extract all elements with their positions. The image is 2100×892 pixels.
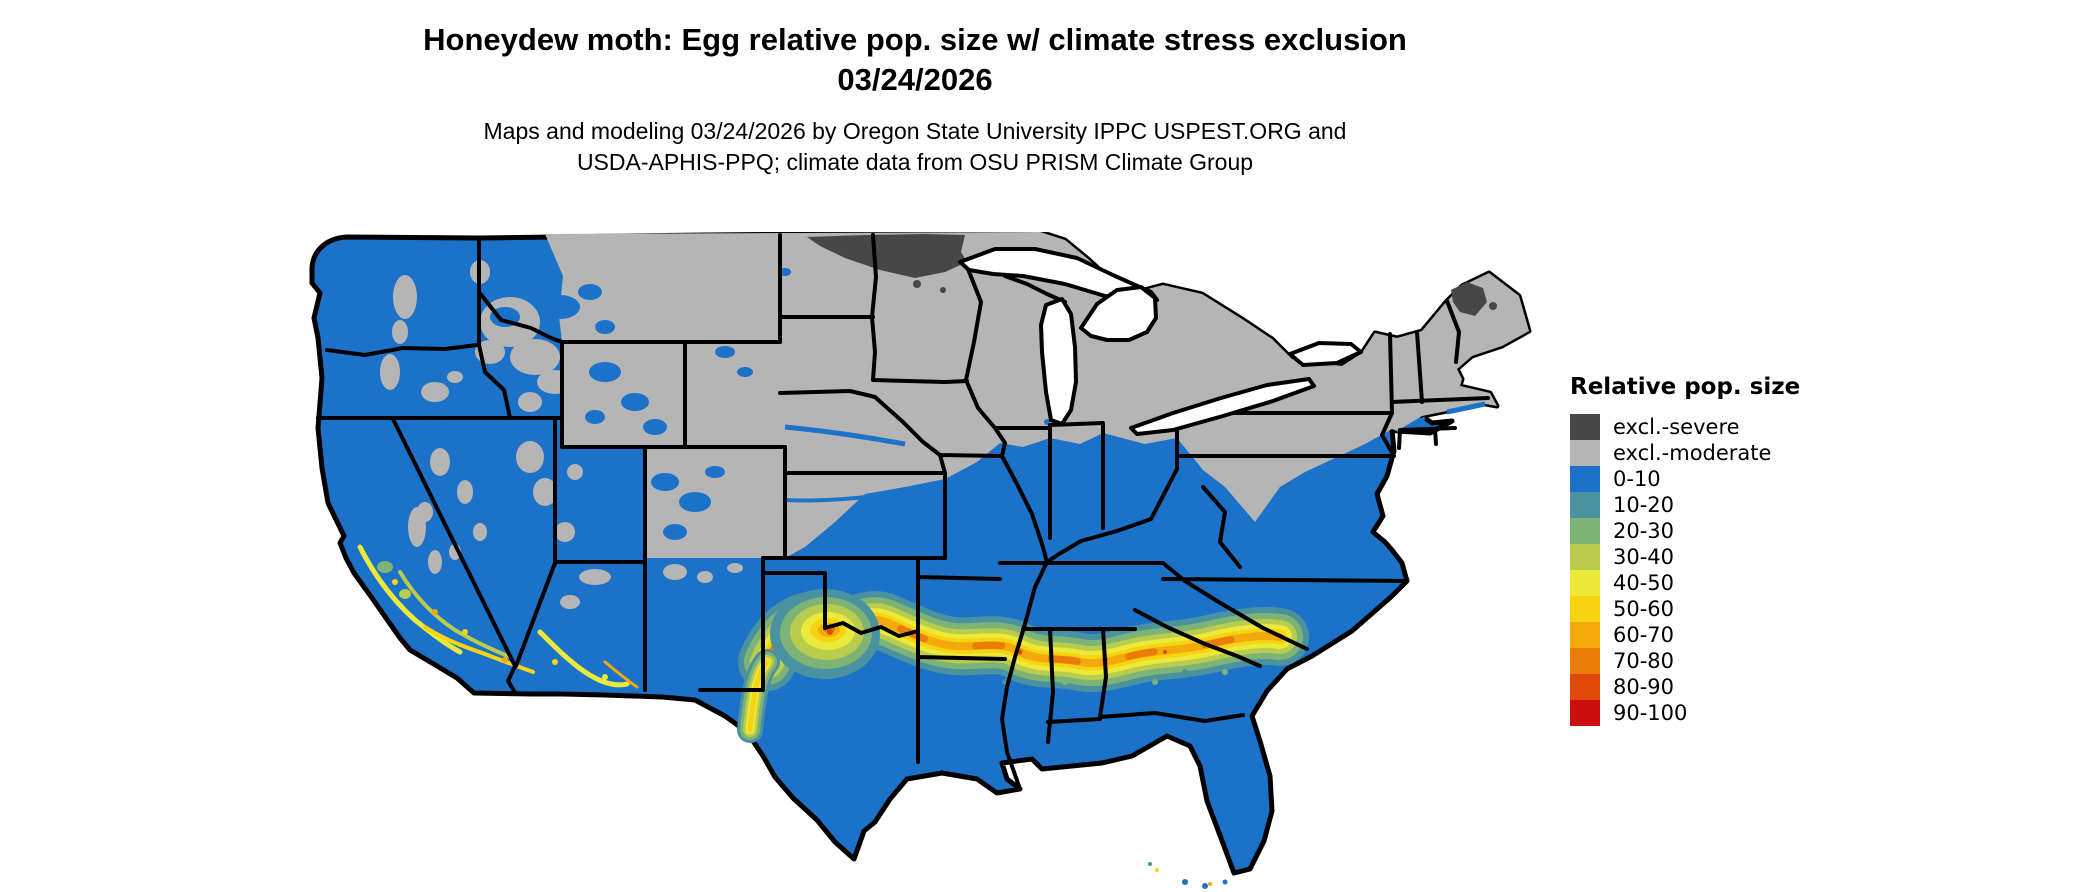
- subtitle-block: Maps and modeling 03/24/2026 by Oregon S…: [0, 116, 1830, 178]
- legend-item: excl.-moderate: [1570, 440, 1800, 466]
- legend-label: 10-20: [1613, 493, 1675, 517]
- legend-item: 20-30: [1570, 518, 1800, 544]
- legend-item: 90-100: [1570, 700, 1800, 726]
- legend-item: 80-90: [1570, 674, 1800, 700]
- lake-ontario: [1288, 341, 1363, 367]
- legend-title: Relative pop. size: [1570, 374, 1801, 400]
- legend-label: 20-30: [1613, 519, 1675, 543]
- legend-swatch-30-40: [1570, 544, 1600, 570]
- map-title-line1: Honeydew moth: Egg relative pop. size w/…: [423, 22, 1407, 57]
- legend-items: excl.-severe excl.-moderate 0-10 10-20 20-30…: [1570, 414, 1800, 726]
- map-subtitle-line2: USDA-APHIS-PPQ; climate data from OSU PR…: [576, 149, 1254, 175]
- lake-huron: [1079, 285, 1158, 342]
- legend-swatch-70-80: [1570, 648, 1600, 674]
- lake-erie: [1129, 377, 1316, 436]
- legend-item: 60-70: [1570, 622, 1800, 648]
- legend-swatch-excl.-moderate: [1570, 440, 1600, 466]
- legend-swatch-40-50: [1570, 570, 1600, 596]
- legend-swatch-excl.-severe: [1570, 414, 1600, 440]
- legend-item: 30-40: [1570, 544, 1800, 570]
- legend-swatch-0-10: [1570, 466, 1600, 492]
- exclusion-moderate-region: [545, 232, 1529, 558]
- lake-michigan: [1039, 297, 1078, 426]
- legend-label: 40-50: [1613, 571, 1675, 595]
- legend-label: 30-40: [1613, 545, 1675, 569]
- map-subtitle-line1: Maps and modeling 03/24/2026 by Oregon S…: [483, 118, 1347, 144]
- legend-label: 90-100: [1613, 701, 1688, 725]
- legend-swatch-20-30: [1570, 518, 1600, 544]
- legend-swatch-60-70: [1570, 622, 1600, 648]
- map-title-date: 03/24/2026: [837, 62, 993, 97]
- legend-swatch-90-100: [1570, 700, 1600, 726]
- legend-swatch-50-60: [1570, 596, 1600, 622]
- us-map: [305, 229, 1545, 892]
- florida-keys: [1148, 862, 1228, 889]
- legend-label: 80-90: [1613, 675, 1675, 699]
- legend-item: 40-50: [1570, 570, 1800, 596]
- california-arizona-filaments: [357, 544, 639, 689]
- legend-label: excl.-moderate: [1613, 441, 1772, 465]
- legend-label: 60-70: [1613, 623, 1675, 647]
- legend-item: 0-10: [1570, 466, 1800, 492]
- valley-suitable-patches: [490, 257, 1486, 540]
- us-map-svg: [309, 229, 1532, 889]
- legend-label: 70-80: [1613, 649, 1675, 673]
- title-block: Honeydew moth: Egg relative pop. size w/…: [0, 20, 1830, 178]
- legend-item: 50-60: [1570, 596, 1800, 622]
- legend-item: 70-80: [1570, 648, 1800, 674]
- legend-swatch-10-20: [1570, 492, 1600, 518]
- legend-label: excl.-severe: [1613, 415, 1740, 439]
- state-borders: [316, 233, 1490, 791]
- exclusion-severe-region: [807, 234, 1497, 316]
- legend: Relative pop. size excl.-severe excl.-mod…: [1570, 374, 1800, 726]
- legend-item: excl.-severe: [1570, 414, 1800, 440]
- legend-label: 0-10: [1613, 467, 1661, 491]
- great-lakes: [958, 247, 1363, 436]
- legend-label: 50-60: [1613, 597, 1675, 621]
- legend-item: 10-20: [1570, 492, 1800, 518]
- legend-swatch-80-90: [1570, 674, 1600, 700]
